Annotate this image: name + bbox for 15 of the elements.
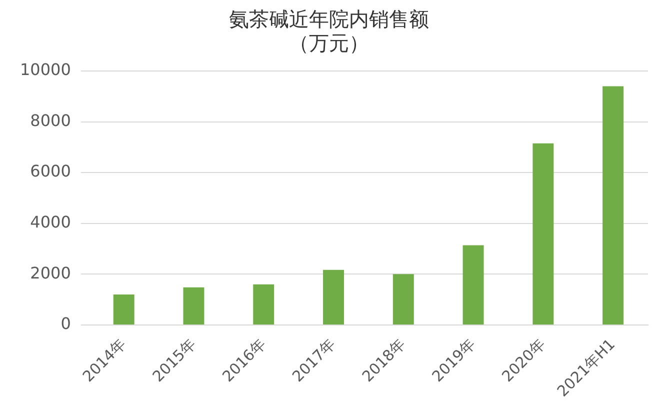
bar [323,270,344,324]
y-tick-label: 6000 [30,162,71,181]
bar [253,284,274,324]
y-tick-label: 0 [60,314,71,334]
y-tick-label: 10000 [20,60,71,80]
y-tick-label: 2000 [30,263,71,282]
bar [392,274,414,324]
bar [532,143,554,324]
bar [602,86,624,324]
y-tick-label: 8000 [30,110,71,130]
bar [183,287,204,324]
bar [462,245,484,324]
y-tick-label: 4000 [30,212,71,232]
bar [113,294,134,324]
chart-title: 氨茶碱近年院内销售额（万元） [229,7,429,56]
